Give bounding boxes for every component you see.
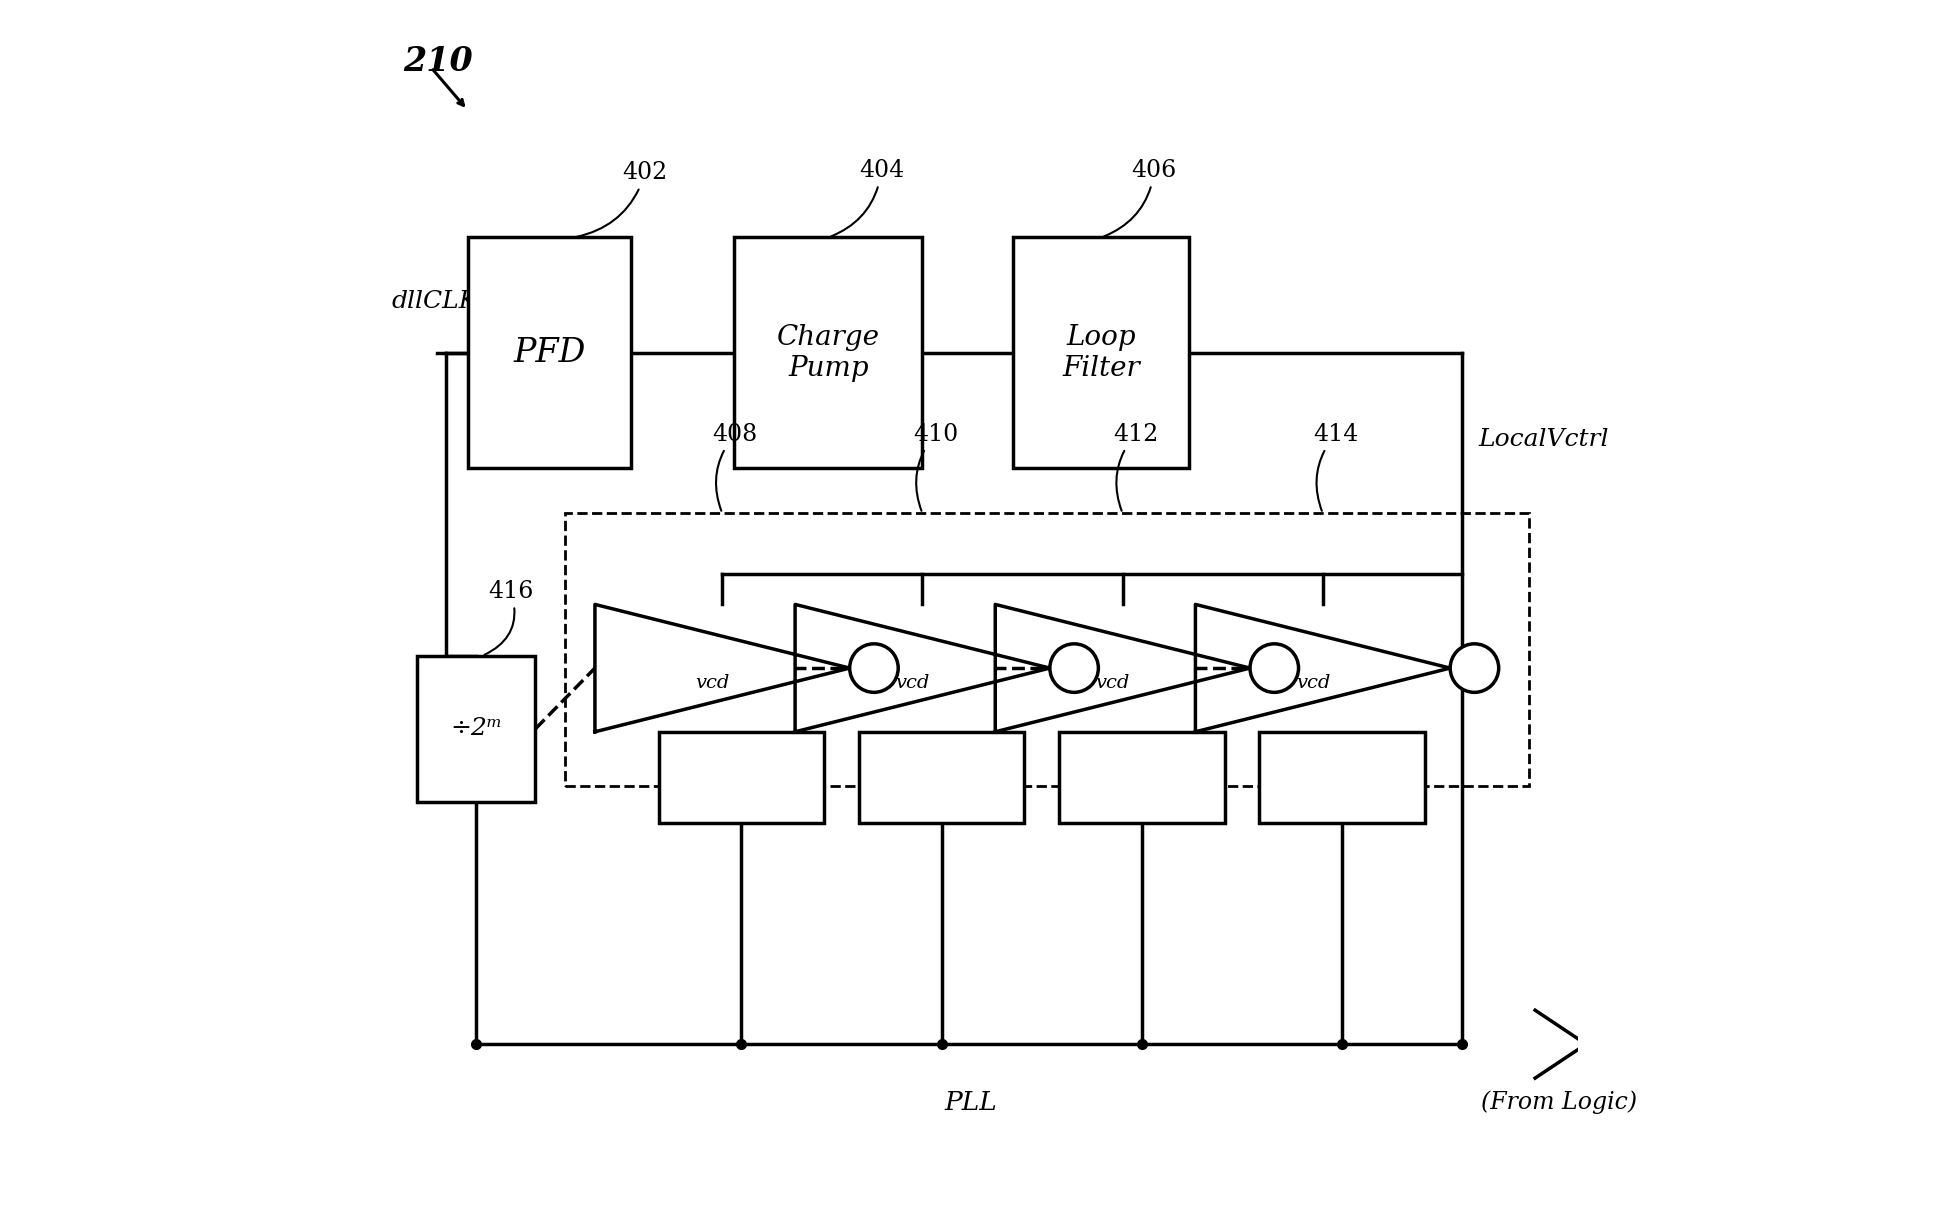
- Text: 410: 410: [913, 422, 957, 510]
- Text: Charge
Pump: Charge Pump: [777, 324, 880, 382]
- Bar: [658, 731, 823, 823]
- Text: PFD: PFD: [513, 336, 586, 368]
- Text: vcd: vcd: [695, 674, 730, 692]
- Circle shape: [1451, 644, 1499, 692]
- Text: (From Logic): (From Logic): [1482, 1091, 1637, 1114]
- Text: vcd: vcd: [895, 674, 930, 692]
- Text: vcd: vcd: [1095, 674, 1130, 692]
- Text: PLL: PLL: [944, 1091, 998, 1115]
- Text: ÷2ᵐ: ÷2ᵐ: [451, 718, 503, 740]
- Bar: [734, 238, 922, 467]
- Bar: [1014, 238, 1189, 467]
- Circle shape: [1251, 644, 1299, 692]
- Text: 404: 404: [831, 158, 905, 237]
- Bar: [858, 731, 1023, 823]
- Bar: [418, 656, 536, 801]
- Text: 406: 406: [1103, 158, 1177, 237]
- Bar: [468, 238, 631, 467]
- Text: 210: 210: [404, 45, 474, 79]
- Text: 408: 408: [713, 422, 757, 510]
- Text: 414: 414: [1313, 422, 1359, 510]
- Bar: [1258, 731, 1425, 823]
- Text: dllCLK: dllCLK: [390, 291, 478, 313]
- Text: 402: 402: [577, 161, 668, 237]
- Bar: [1058, 731, 1225, 823]
- Text: 416: 416: [484, 579, 534, 655]
- Text: LocalVctrl: LocalVctrl: [1478, 428, 1608, 450]
- Text: 412: 412: [1113, 422, 1157, 510]
- Text: Loop
Filter: Loop Filter: [1062, 324, 1140, 382]
- Circle shape: [851, 644, 899, 692]
- Bar: [565, 513, 1528, 787]
- Circle shape: [1051, 644, 1099, 692]
- Text: vcd: vcd: [1295, 674, 1330, 692]
